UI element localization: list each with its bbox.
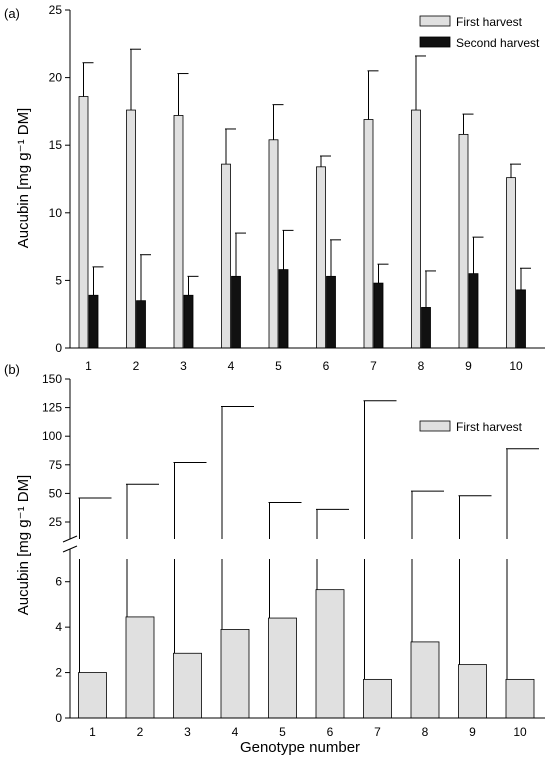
panel-b-x-ticks: 1 2 3 4 5 6 7 8 9 10 — [89, 725, 527, 739]
x-tick-label: 7 — [374, 725, 381, 739]
x-tick-label: 1 — [89, 725, 96, 739]
y-tick-label: 75 — [49, 458, 63, 472]
panel-a-chart: (a) Aucubin [mg g⁻¹ DM] 0 5 10 15 20 25 1 2 3 4 5… — [4, 3, 545, 373]
panel-b-label: (b) — [4, 362, 20, 377]
y-tick-label: 125 — [42, 401, 62, 415]
bar-first-harvest — [506, 177, 516, 349]
y-tick-label: 2 — [55, 666, 62, 680]
bar-first-harvest — [126, 109, 136, 349]
bar-first-harvest — [78, 672, 107, 719]
y-tick-label: 10 — [49, 206, 63, 220]
y-tick-label: 150 — [42, 372, 62, 386]
panel-a-error-bars — [82, 48, 531, 308]
legend-label-first-harvest-b: First harvest — [456, 420, 523, 434]
bar-second-harvest — [183, 294, 194, 349]
y-tick-label: 25 — [49, 3, 63, 17]
bar-first-harvest — [268, 617, 297, 719]
panel-b-y-axis-label: Aucubin [mg g⁻¹ DM] — [15, 475, 32, 615]
panel-b-y-ticks: 0 2 4 6 25 50 75 100 125 150 — [42, 372, 70, 725]
panel-a-bars — [78, 96, 526, 349]
x-tick-label: 5 — [275, 359, 282, 373]
legend-swatch-second-harvest — [419, 36, 451, 48]
y-tick-label: 4 — [55, 620, 62, 634]
bar-first-harvest — [173, 652, 202, 719]
legend-swatch-first-harvest-b — [419, 420, 451, 432]
x-tick-label: 5 — [279, 725, 286, 739]
y-tick-label: 100 — [42, 429, 62, 443]
x-tick-label: 8 — [418, 359, 425, 373]
panel-a-y-ticks: 0 5 10 15 20 25 — [49, 3, 70, 355]
x-tick-label: 2 — [137, 725, 144, 739]
x-tick-label: 6 — [327, 725, 334, 739]
panel-a-legend: First harvest Second harvest — [419, 15, 540, 50]
x-tick-label: 3 — [180, 359, 187, 373]
panel-b-x-axis-label: Genotype number — [240, 739, 360, 756]
y-tick-label: 0 — [55, 711, 62, 725]
panel-b-bars — [78, 589, 535, 719]
bar-first-harvest — [458, 664, 487, 719]
bar-first-harvest — [363, 678, 392, 719]
bar-first-harvest — [125, 616, 155, 719]
bar-first-harvest — [220, 629, 250, 719]
legend-swatch-first-harvest — [419, 15, 451, 27]
x-tick-label: 2 — [133, 359, 140, 373]
y-tick-label: 5 — [55, 273, 62, 287]
bar-first-harvest — [505, 678, 535, 719]
x-tick-label: 3 — [184, 725, 191, 739]
bar-first-harvest — [268, 139, 279, 349]
bar-second-harvest — [136, 300, 146, 349]
bar-first-harvest — [173, 115, 184, 349]
bar-first-harvest — [315, 589, 345, 719]
x-tick-label: 10 — [513, 725, 527, 739]
x-tick-label: 4 — [232, 725, 239, 739]
bar-second-harvest — [231, 275, 241, 349]
x-tick-label: 9 — [469, 725, 476, 739]
legend-label-second-harvest: Second harvest — [456, 36, 540, 50]
y-tick-label: 25 — [49, 515, 63, 529]
bar-first-harvest — [221, 163, 231, 349]
bar-first-harvest — [316, 166, 326, 349]
y-tick-label: 15 — [49, 138, 63, 152]
x-tick-label: 6 — [323, 359, 330, 373]
bar-first-harvest — [410, 641, 440, 719]
bar-second-harvest — [88, 294, 99, 349]
panel-b-legend: First harvest — [419, 420, 523, 434]
panel-b-chart: (b) Aucubin [mg g⁻¹ DM] 0246255075100125… — [4, 362, 545, 756]
panel-a-label: (a) — [4, 6, 20, 21]
bar-first-harvest — [78, 96, 89, 349]
bar-second-harvest — [326, 275, 336, 349]
y-tick-label: 6 — [55, 575, 62, 589]
panel-a-x-ticks: 1 2 3 4 5 6 7 8 9 10 — [85, 359, 523, 373]
bar-first-harvest — [458, 133, 469, 349]
bar-second-harvest — [373, 282, 384, 349]
panel-b-error-bars — [78, 400, 539, 680]
y-tick-label: 20 — [49, 71, 63, 85]
y-tick-label: 50 — [49, 486, 63, 500]
bar-second-harvest — [421, 307, 431, 349]
bar-first-harvest — [363, 119, 374, 349]
legend-label-first-harvest: First harvest — [456, 15, 523, 29]
bar-first-harvest — [411, 109, 421, 349]
y-tick-label: 0 — [55, 341, 62, 355]
x-tick-label: 7 — [370, 359, 377, 373]
panel-b-axis-break — [62, 535, 78, 553]
panel-a-y-axis-label: Aucubin [mg g⁻¹ DM] — [15, 108, 32, 248]
x-tick-label: 9 — [465, 359, 472, 373]
bar-second-harvest — [468, 273, 479, 349]
x-tick-label: 8 — [422, 725, 429, 739]
bar-second-harvest — [278, 269, 289, 349]
x-tick-label: 4 — [228, 359, 235, 373]
x-tick-label: 1 — [85, 359, 92, 373]
bar-second-harvest — [516, 289, 526, 349]
x-tick-label: 10 — [509, 359, 523, 373]
